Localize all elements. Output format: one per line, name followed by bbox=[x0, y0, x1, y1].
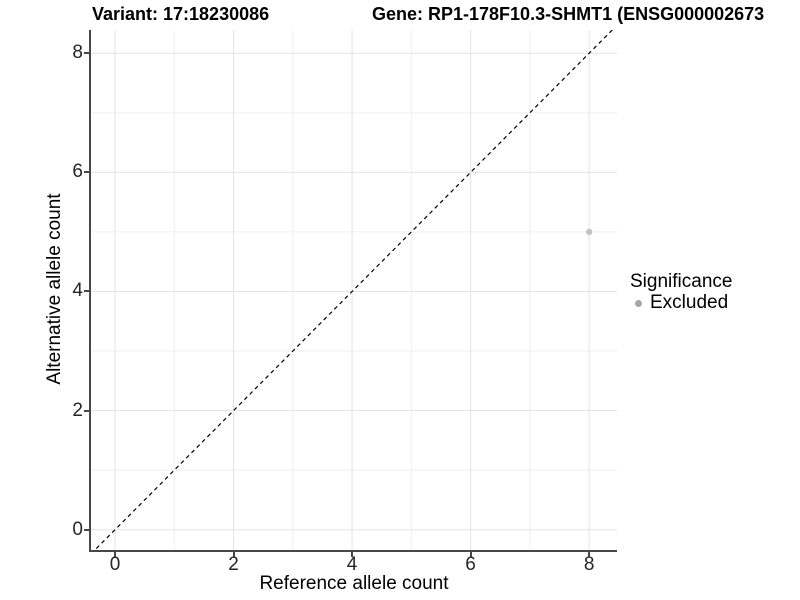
plot-canvas bbox=[91, 30, 617, 550]
identity-reference-line bbox=[94, 30, 614, 550]
y-tick-label: 2 bbox=[72, 399, 83, 421]
x-tick-mark bbox=[232, 552, 235, 557]
y-tick-mark bbox=[84, 171, 89, 174]
legend-item-label: Excluded bbox=[650, 292, 729, 313]
legend-entries: Excluded bbox=[630, 293, 732, 313]
x-tick-mark bbox=[469, 552, 472, 557]
y-tick-label: 4 bbox=[72, 280, 83, 302]
legend-item: Excluded bbox=[630, 293, 732, 313]
x-tick-label: 0 bbox=[109, 554, 121, 575]
x-tick-mark bbox=[351, 552, 354, 557]
x-tick-label: 2 bbox=[228, 554, 239, 575]
plot-title-gene: Gene: RP1-178F10.3-SHMT1 (ENSG000002673 bbox=[372, 4, 765, 24]
y-axis-title: Alternative allele count bbox=[44, 193, 65, 385]
y-tick-mark bbox=[84, 52, 89, 55]
plot-title-variant: Variant: 17:18230086 bbox=[92, 4, 270, 24]
x-tick-label: 4 bbox=[346, 554, 358, 575]
y-tick-label: 0 bbox=[72, 518, 83, 540]
legend-title: Significance bbox=[630, 271, 733, 292]
x-tick-mark bbox=[114, 552, 116, 557]
y-tick-label: 8 bbox=[72, 42, 83, 64]
plot-panel bbox=[89, 30, 617, 552]
x-tick-label: 6 bbox=[465, 554, 476, 575]
x-tick-mark bbox=[588, 552, 591, 557]
x-tick-label: 8 bbox=[583, 554, 595, 575]
x-axis-title: Reference allele count bbox=[259, 573, 449, 594]
y-tick-mark bbox=[84, 290, 89, 293]
legend-key-dot bbox=[635, 299, 642, 307]
y-tick-mark bbox=[84, 528, 89, 531]
y-tick-mark bbox=[84, 409, 89, 412]
data-point bbox=[585, 228, 593, 236]
y-tick-label: 6 bbox=[72, 161, 83, 183]
legend: Significance Excluded bbox=[630, 272, 732, 313]
